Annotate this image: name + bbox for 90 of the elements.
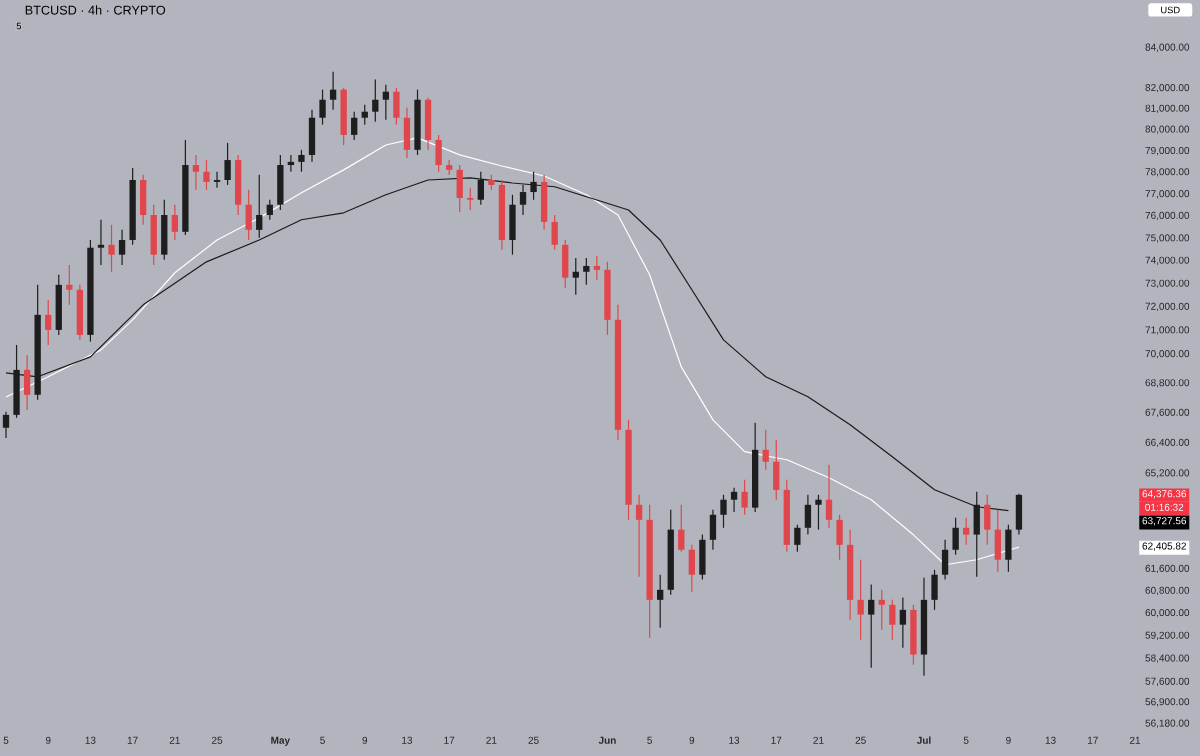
candlestick [34,284,41,401]
candlestick [435,134,442,173]
x-tick-label: 13 [402,736,413,744]
x-tick-label: 17 [1087,736,1098,744]
candlestick [298,149,305,173]
chart-title: BTCUSD · 4h · CRYPTO [25,5,166,15]
candlestick [952,517,959,556]
candlestick [857,559,864,641]
text: USD [1161,6,1180,14]
x-tick-label: 21 [1129,736,1141,744]
candlestick [13,344,20,419]
x-tick-label: 25 [528,736,539,744]
y-tick-label: 78,000.00 [1145,168,1190,177]
y-tick-label: 58,400.00 [1145,654,1190,663]
x-tick-label: 21 [813,736,824,744]
text: 64,376.36 [1142,490,1187,499]
y-tick-label: 56,900.00 [1145,698,1190,707]
x-tick-label: 25 [211,736,223,744]
y-tick-label: 68,800.00 [1145,379,1190,388]
candlestick [836,514,843,561]
candlestick [604,261,611,336]
candlestick [741,479,748,516]
x-tick-label: 13 [729,736,740,744]
x-tick-label: 17 [444,736,455,744]
y-tick-label: 56,180.00 [1145,719,1190,728]
candlestick [646,504,653,639]
candlestick [794,524,801,553]
candlestick [931,569,938,611]
candlestick [910,604,917,666]
x-tick-label: 9 [689,736,695,744]
y-tick-label: 57,600.00 [1145,677,1190,686]
y-tick-label: 82,000.00 [1145,84,1190,93]
candlestick [277,154,284,211]
x-tick-label: 21 [486,736,497,744]
candlestick [815,494,822,531]
candlestick [393,87,400,126]
candlestick [182,139,189,236]
x-tick-label: 17 [771,736,782,744]
x-tick-label: 5 [963,736,969,744]
line-series [5,137,1020,566]
y-tick-label: 61,600.00 [1145,564,1190,574]
x-tick-label: 25 [855,736,866,744]
text: 62,405.82 [1142,542,1187,551]
y-tick-label: 73,000.00 [1145,279,1190,288]
text: 01:16:32 [1145,503,1184,511]
x-tick-label: 9 [362,736,368,744]
x-tick-label: 5 [647,736,652,744]
y-tick-label: 66,400.00 [1145,438,1190,448]
candlestick [87,239,94,343]
y-tick-label: 75,000.00 [1145,234,1190,243]
candlestick [699,534,706,581]
y-tick-label: 84,000.00 [1145,43,1190,52]
candlestick [108,224,115,273]
y-tick-label: 60,000.00 [1145,609,1190,618]
x-tick-label: 17 [127,736,138,744]
x-tick-label: 13 [85,736,96,744]
y-tick-label: 76,000.00 [1145,211,1190,221]
x-tick-label: 9 [45,736,51,744]
candlestick [720,494,727,529]
candlestick [203,159,210,191]
y-tick-label: 79,000.00 [1145,146,1190,156]
x-tick-label: May [271,736,291,746]
y-tick-label: 67,600.00 [1145,408,1190,417]
x-tick-label: 9 [1006,736,1011,744]
candlestick [1005,524,1012,573]
candlestick [625,419,632,521]
x-tick-label: 5 [320,736,325,744]
candlestick [129,167,136,246]
candlestick [414,89,421,156]
x-tick-label: 5 [3,736,9,744]
y-tick-label: 59,200.00 [1145,631,1190,640]
candlestick [509,194,516,256]
y-tick-label: 70,000.00 [1145,350,1190,359]
x-tick-label: 13 [1045,736,1056,744]
x-tick-label: 21 [169,736,180,744]
candlestick [224,142,231,186]
x-tick-label: Jul [916,736,931,744]
candlestick [319,89,326,126]
y-tick-label: 65,200.00 [1145,469,1190,478]
y-tick-label: 71,000.00 [1145,326,1190,335]
candlestick [340,87,347,146]
text: 63,727.56 [1142,517,1187,526]
text: 5 [16,22,22,30]
y-tick-label: 60,800.00 [1145,586,1190,596]
x-tick-label: Jun [598,736,616,744]
y-tick-label: 77,000.00 [1145,190,1190,199]
y-tick-label: 81,000.00 [1145,104,1190,113]
y-tick-label: 80,000.00 [1145,125,1190,134]
y-tick-label: 74,000.00 [1145,256,1190,265]
y-tick-label: 72,000.00 [1145,302,1190,312]
